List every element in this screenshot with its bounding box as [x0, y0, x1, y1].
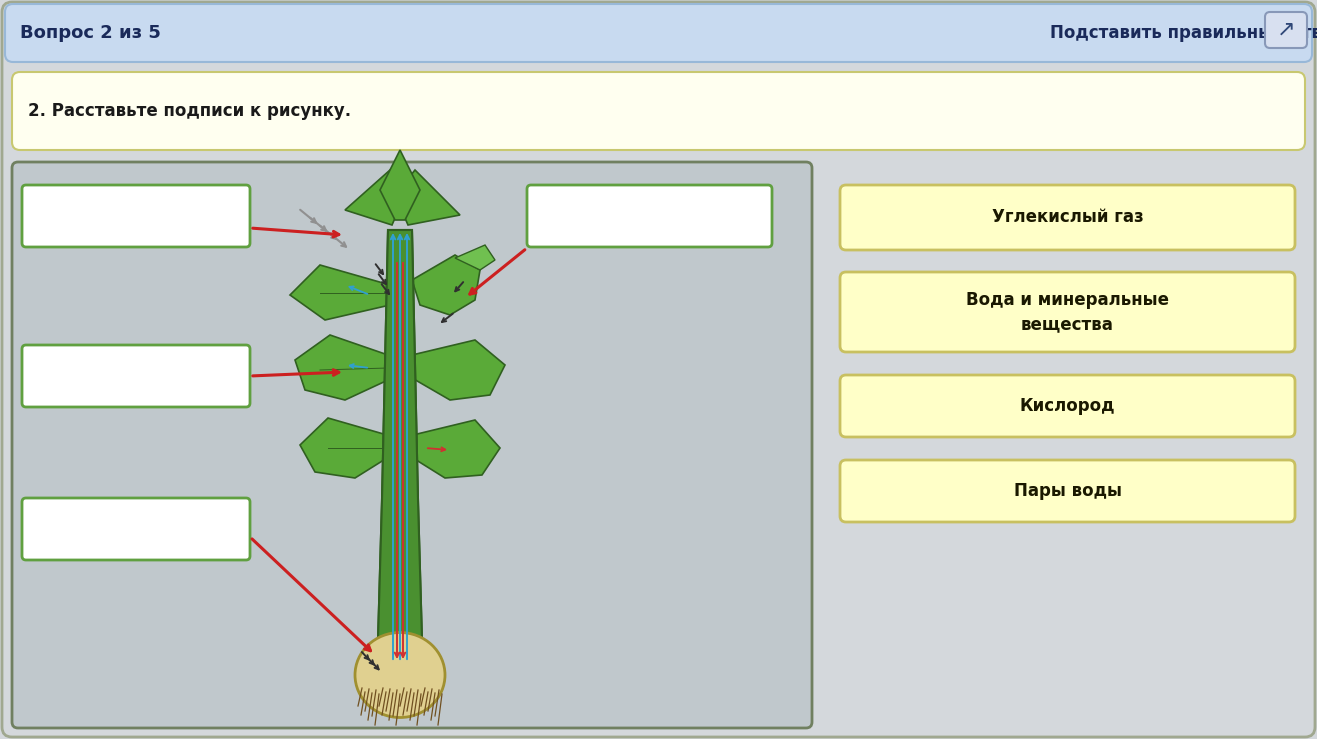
FancyBboxPatch shape — [22, 185, 250, 247]
FancyBboxPatch shape — [5, 4, 1312, 62]
Text: Углекислый газ: Углекислый газ — [992, 208, 1143, 226]
Polygon shape — [381, 150, 420, 220]
Text: Пары воды: Пары воды — [1014, 482, 1122, 500]
FancyBboxPatch shape — [840, 185, 1295, 250]
Polygon shape — [300, 418, 387, 478]
Text: Вопрос 2 из 5: Вопрос 2 из 5 — [20, 24, 161, 42]
Text: 2. Расставьте подписи к рисунку.: 2. Расставьте подписи к рисунку. — [28, 102, 352, 120]
Polygon shape — [412, 255, 479, 315]
Text: ↗: ↗ — [1276, 20, 1296, 40]
Polygon shape — [454, 245, 495, 270]
Polygon shape — [412, 340, 504, 400]
Polygon shape — [395, 170, 460, 225]
FancyBboxPatch shape — [12, 162, 813, 728]
FancyBboxPatch shape — [840, 460, 1295, 522]
FancyBboxPatch shape — [840, 272, 1295, 352]
FancyBboxPatch shape — [840, 375, 1295, 437]
FancyBboxPatch shape — [22, 498, 250, 560]
Text: Подставить правильные ответы: Подставить правильные ответы — [1050, 24, 1317, 42]
FancyBboxPatch shape — [3, 2, 1314, 737]
Polygon shape — [345, 170, 406, 225]
Text: Вода и минеральные
вещества: Вода и минеральные вещества — [965, 291, 1169, 333]
Ellipse shape — [356, 633, 445, 718]
FancyBboxPatch shape — [1266, 12, 1306, 48]
FancyBboxPatch shape — [527, 185, 772, 247]
Text: Кислород: Кислород — [1019, 397, 1115, 415]
Polygon shape — [378, 230, 421, 660]
FancyBboxPatch shape — [22, 345, 250, 407]
Polygon shape — [295, 335, 389, 400]
Polygon shape — [378, 230, 421, 660]
Polygon shape — [414, 420, 500, 478]
FancyBboxPatch shape — [12, 72, 1305, 150]
Polygon shape — [290, 265, 390, 320]
